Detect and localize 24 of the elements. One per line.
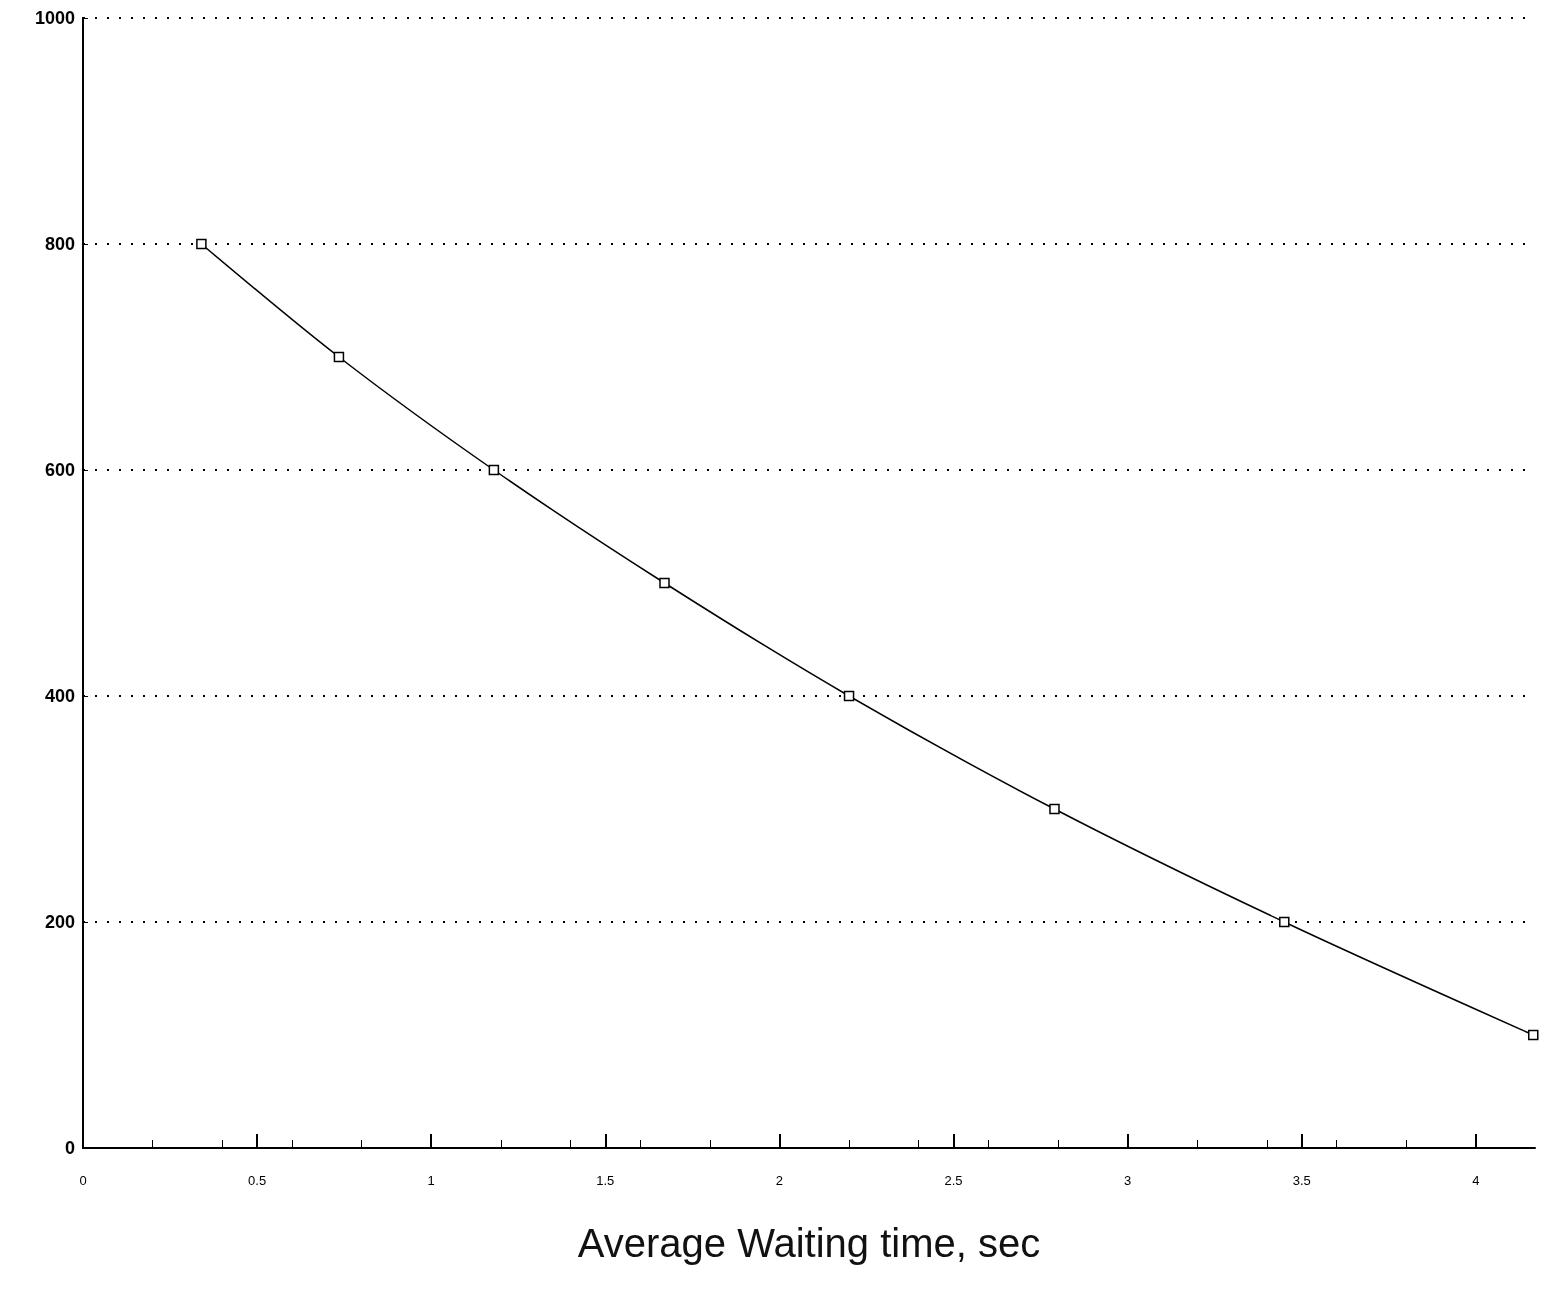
y-tick-label: 200 [44,912,75,932]
x-axis-title: Average Waiting time, sec [577,1221,1041,1265]
y-tick-label: 1000 [34,8,75,28]
y-tick-label: 600 [44,460,75,480]
point [333,351,345,363]
x-tick-label: 2 [775,1173,784,1188]
x-tick-label: 1.5 [596,1173,615,1188]
point [488,464,500,476]
y-tick-label: 0 [64,1138,75,1158]
x-tick-label: 2.5 [944,1173,963,1188]
point [1049,803,1060,815]
point [843,690,855,702]
x-tick-label: 1 [427,1173,435,1188]
point [659,577,670,589]
y-tick-label: 400 [44,686,75,706]
point [1279,916,1290,928]
y-tick-label: 800 [44,234,75,254]
x-tick-label: 3.5 [1292,1173,1311,1188]
point [1528,1029,1539,1041]
point [196,238,207,250]
x-tick-label: 0.5 [248,1173,267,1188]
x-tick-label: 3 [1123,1173,1132,1188]
x-tick-label: 4 [1472,1173,1480,1188]
x-tick-label: 0 [79,1173,87,1188]
